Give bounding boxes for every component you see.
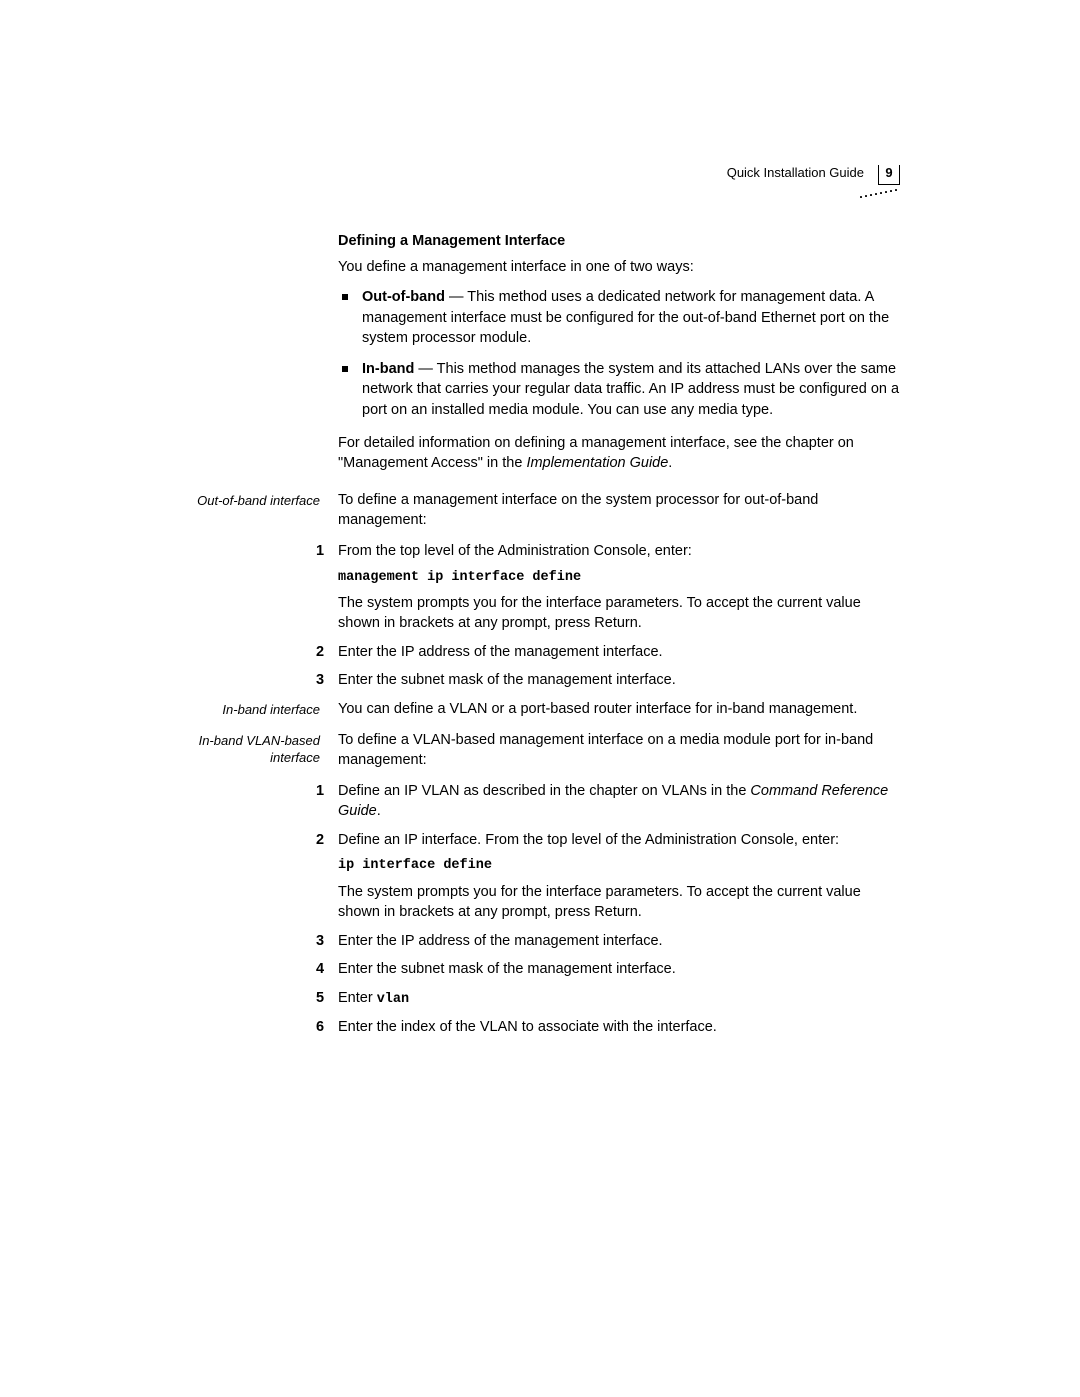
step-text: Enter the IP address of the management i…: [338, 933, 663, 949]
code-line: management ip interface define: [338, 568, 900, 587]
inband-block: You can define a VLAN or a port-based ro…: [338, 699, 900, 730]
methods-list: Out-of-band — This method uses a dedicat…: [338, 287, 900, 420]
oob-block: To define a management interface on the …: [338, 490, 900, 699]
margin-note-vlan: In-band VLAN-based interface: [180, 730, 320, 1046]
margin-note-inband: In-band interface: [180, 699, 320, 730]
step-text: Enter the IP address of the management i…: [338, 644, 663, 660]
dots-ornament-icon: [858, 188, 902, 198]
section-block: Defining a Management Interface You defi…: [338, 233, 900, 490]
step-after: The system prompts you for the interface…: [338, 593, 900, 634]
step-number: 6: [316, 1017, 324, 1038]
list-item: 6 Enter the index of the VLAN to associa…: [338, 1017, 900, 1038]
list-item: In-band — This method manages the system…: [338, 359, 900, 421]
margin-note-oob: Out-of-band interface: [180, 490, 320, 699]
list-item: 1 From the top level of the Administrati…: [338, 541, 900, 634]
page: Quick Installation Guide 9 Defining a Ma…: [0, 0, 1080, 1397]
list-item: 4 Enter the subnet mask of the managemen…: [338, 959, 900, 980]
detail-post: .: [668, 455, 672, 471]
oob-steps: 1 From the top level of the Administrati…: [338, 541, 900, 691]
bullet-rest: — This method manages the system and its…: [362, 361, 899, 418]
list-item: 2 Enter the IP address of the management…: [338, 642, 900, 663]
step-number: 5: [316, 988, 324, 1009]
step-number: 1: [316, 541, 324, 562]
detail-paragraph: For detailed information on defining a m…: [338, 433, 900, 474]
step-number: 3: [316, 670, 324, 691]
content-grid: Defining a Management Interface You defi…: [180, 233, 900, 1046]
section-heading: Defining a Management Interface: [338, 233, 900, 249]
step-text: Enter the subnet mask of the management …: [338, 672, 676, 688]
step-number: 1: [316, 781, 324, 802]
list-item: 2 Define an IP interface. From the top l…: [338, 830, 900, 923]
section-intro: You define a management interface in one…: [338, 257, 900, 278]
list-item: 1 Define an IP VLAN as described in the …: [338, 781, 900, 822]
step-text: Enter the index of the VLAN to associate…: [338, 1019, 717, 1035]
page-header: Quick Installation Guide 9: [180, 165, 900, 185]
step-text: Define an IP interface. From the top lev…: [338, 832, 839, 848]
bullet-term: In-band: [362, 361, 414, 377]
step-number: 3: [316, 931, 324, 952]
oob-lead: To define a management interface on the …: [338, 490, 900, 531]
header-title: Quick Installation Guide: [727, 165, 864, 180]
code-line: ip interface define: [338, 856, 900, 875]
detail-em: Implementation Guide: [526, 455, 668, 471]
vlan-block: To define a VLAN-based management interf…: [338, 730, 900, 1046]
inband-lead: You can define a VLAN or a port-based ro…: [338, 699, 900, 720]
bullet-term: Out-of-band: [362, 289, 445, 305]
step-text: Enter the subnet mask of the management …: [338, 961, 676, 977]
margin-empty: [180, 233, 320, 490]
step-number: 4: [316, 959, 324, 980]
vlan-steps: 1 Define an IP VLAN as described in the …: [338, 781, 900, 1038]
vlan-lead: To define a VLAN-based management interf…: [338, 730, 900, 771]
code-inline: vlan: [377, 992, 409, 1007]
step-pre: Enter: [338, 990, 377, 1006]
step-pre: Define an IP VLAN as described in the ch…: [338, 783, 750, 799]
list-item: 3 Enter the IP address of the management…: [338, 931, 900, 952]
step-number: 2: [316, 642, 324, 663]
step-after: The system prompts you for the interface…: [338, 882, 900, 923]
list-item: 5 Enter vlan: [338, 988, 900, 1009]
list-item: Out-of-band — This method uses a dedicat…: [338, 287, 900, 349]
step-post: .: [377, 803, 381, 819]
step-number: 2: [316, 830, 324, 851]
list-item: 3 Enter the subnet mask of the managemen…: [338, 670, 900, 691]
step-text: From the top level of the Administration…: [338, 543, 692, 559]
page-number: 9: [878, 165, 900, 185]
